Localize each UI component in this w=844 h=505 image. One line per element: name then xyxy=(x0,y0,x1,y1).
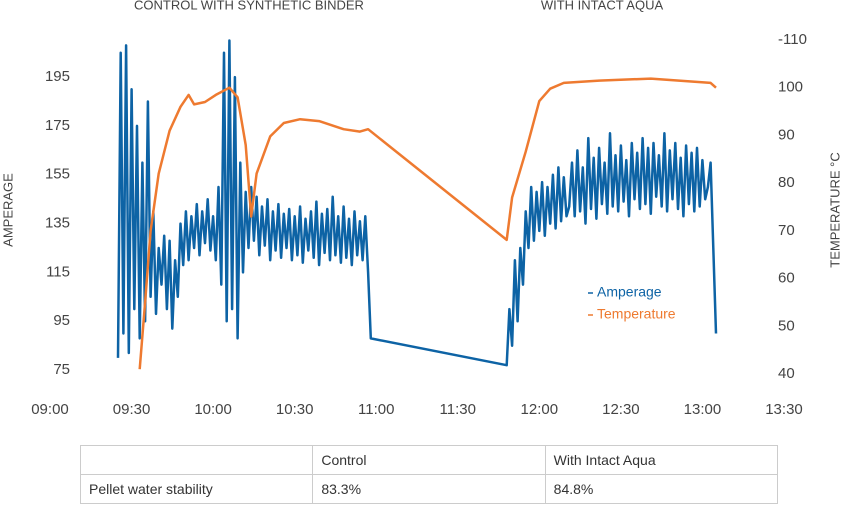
y2-axis-title: TEMPERATURE °C xyxy=(827,152,842,267)
data-line xyxy=(138,77,717,370)
table-cell: 84.8% xyxy=(544,474,779,504)
y-tick-label: 95 xyxy=(53,312,70,329)
y-tick-label: 195 xyxy=(45,68,70,85)
table-header: Control With Intact Aqua xyxy=(79,445,779,475)
annotation: CONTROL WITH SYNTHETIC BINDER xyxy=(134,0,364,12)
table-cell: 83.3% xyxy=(312,474,546,504)
x-tick-label: 12:00 xyxy=(521,401,559,418)
x-tick-label: 12:30 xyxy=(602,401,640,418)
chart: CONTROL WITH SYNTHETIC BINDER WITH INTAC… xyxy=(0,0,842,418)
y2-tick-label: 50 xyxy=(778,317,795,334)
x-tick-label: 13:30 xyxy=(765,401,803,418)
y2-tick-label: 40 xyxy=(778,365,795,382)
y2-tick-label: 60 xyxy=(778,270,795,287)
y2-tick-label: 90 xyxy=(778,126,795,143)
y2-tick-label: 80 xyxy=(778,174,795,191)
table-cell: With Intact Aqua xyxy=(544,445,779,475)
y-tick-label: 135 xyxy=(45,215,70,232)
y-axis-title: AMPERAGE xyxy=(0,173,15,247)
y-tick-label: 115 xyxy=(46,263,70,280)
x-tick-label: 10:30 xyxy=(276,401,314,418)
table-cell xyxy=(79,445,314,475)
x-tick-label: 09:00 xyxy=(31,401,69,418)
x-tick-label: 11:30 xyxy=(440,401,476,418)
x-tick-label: 13:00 xyxy=(684,401,722,418)
data-line xyxy=(116,39,718,367)
x-tick-label: 09:30 xyxy=(113,401,151,418)
x-tick-label: 10:00 xyxy=(194,401,232,418)
y2-tick-label: 100 xyxy=(778,79,803,96)
y2-tick-label: 70 xyxy=(778,222,795,239)
legend-label: Amperage xyxy=(597,284,662,300)
y-tick-label: 155 xyxy=(45,166,70,183)
data-table: Control With Intact Aqua Pellet water st… xyxy=(79,445,779,504)
table-row: Pellet water stability 83.3% 84.8% xyxy=(79,474,779,504)
legend-label: Temperature xyxy=(597,306,676,322)
x-tick-label: 11:00 xyxy=(358,401,394,418)
y-tick-label: 75 xyxy=(53,361,70,378)
y-tick-label: 175 xyxy=(45,117,70,134)
table-cell: Pellet water stability xyxy=(79,474,314,504)
annotation: WITH INTACT AQUA xyxy=(541,0,664,12)
y2-tick-label: -110 xyxy=(778,31,807,48)
table-cell: Control xyxy=(312,445,546,475)
